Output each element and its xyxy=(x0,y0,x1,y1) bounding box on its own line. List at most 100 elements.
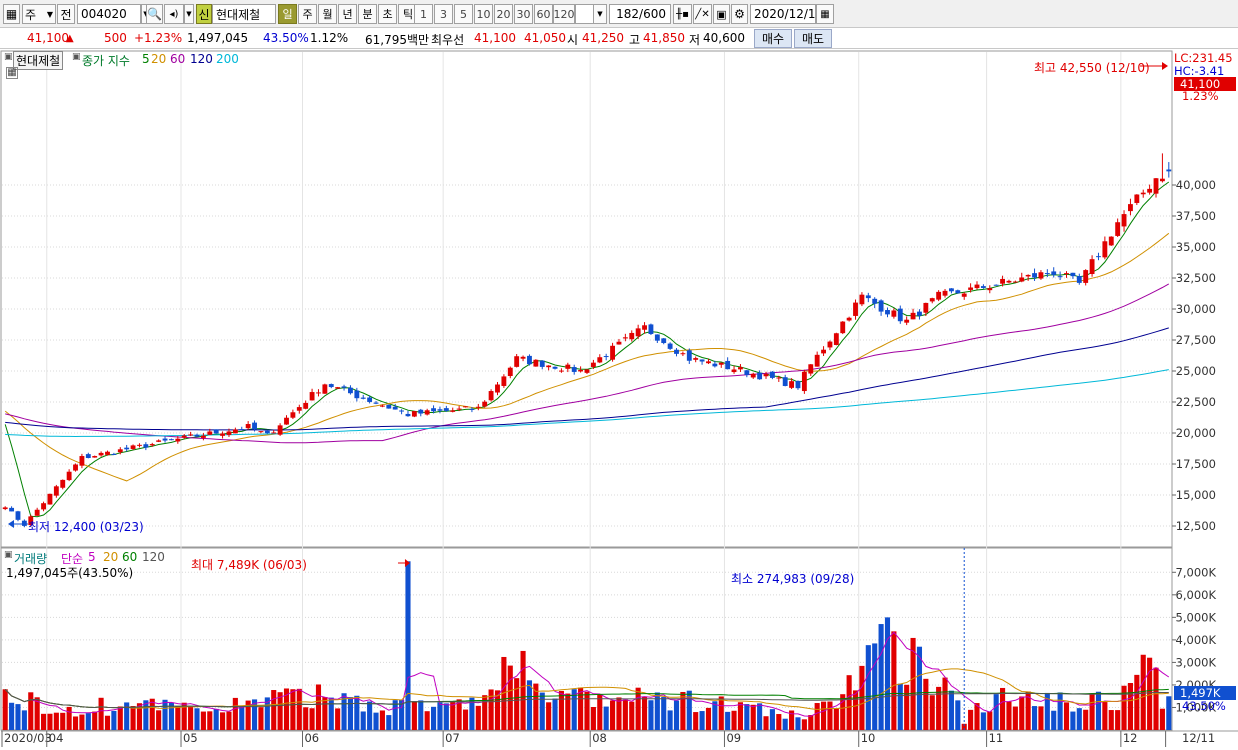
code-input[interactable]: 004020 xyxy=(77,4,141,24)
volume-bar xyxy=(916,646,923,730)
period-second[interactable]: 초 xyxy=(378,4,397,24)
date-field[interactable]: 2020/12/11 xyxy=(750,4,823,24)
candle-body xyxy=(239,429,245,431)
volume-bar xyxy=(552,698,558,730)
minute-10[interactable]: 10 xyxy=(474,4,493,24)
volume-tick-label: 3,000K xyxy=(1176,655,1217,669)
draw-tool-icon[interactable]: ╱✕ xyxy=(693,4,712,24)
candle-body xyxy=(629,332,635,340)
x-tick-label: 09 xyxy=(726,731,741,745)
x-tick-label: 11 xyxy=(989,731,1004,745)
volume-bar xyxy=(1147,657,1153,730)
volume-bar xyxy=(405,561,411,730)
speaker-dropdown[interactable]: ▼ xyxy=(184,4,194,24)
volume-max-annotation: 최대 7,489K (06/03) xyxy=(191,558,307,572)
low-arrow-head xyxy=(8,520,14,528)
volume-bar xyxy=(283,688,290,730)
candle-body xyxy=(539,360,545,367)
buy-button[interactable]: 매수 xyxy=(754,29,792,48)
candle-body xyxy=(885,310,890,315)
price-volume-chart[interactable]: 40,000 37,500 35,000 32,500 30,000 27,500 25,0… xyxy=(0,50,1238,747)
candle-body xyxy=(360,397,366,399)
volume-bar xyxy=(34,697,40,730)
search-icon[interactable]: 🔍 xyxy=(146,4,163,24)
volume-bar xyxy=(1019,696,1025,730)
volume-bar xyxy=(514,678,520,730)
save-icon[interactable]: ▣ xyxy=(713,4,730,24)
volume-bar xyxy=(1044,692,1050,730)
candle-body xyxy=(277,425,283,435)
candle-body xyxy=(226,431,232,435)
stock-name-field[interactable]: 현대제철 xyxy=(212,4,276,24)
market-select[interactable]: 주 ▼ xyxy=(22,4,56,24)
sell-button[interactable]: 매도 xyxy=(794,29,832,48)
volume-bar xyxy=(360,711,366,730)
gear-icon[interactable]: ⚙ xyxy=(731,4,748,24)
high-label: 고 xyxy=(629,33,641,47)
minute-60[interactable]: 60 xyxy=(534,4,553,24)
volume-bar xyxy=(929,695,935,730)
candle-body xyxy=(1076,276,1082,283)
panel-box-icon[interactable]: ▣ xyxy=(4,52,13,62)
prev-button[interactable]: 전 xyxy=(57,4,75,24)
volume-bar xyxy=(469,697,475,730)
volume-bar xyxy=(635,687,641,730)
grid-toggle-icon[interactable]: ▦ xyxy=(6,67,18,79)
volume-bar xyxy=(808,715,814,730)
volume-bar xyxy=(616,697,622,730)
candle-type-icon[interactable]: ╫▪ xyxy=(673,4,692,24)
candle-body xyxy=(411,411,417,417)
minute-120[interactable]: 120 xyxy=(553,4,575,24)
period-minute[interactable]: 분 xyxy=(358,4,377,24)
period-month[interactable]: 월 xyxy=(318,4,337,24)
custom-period-dropdown[interactable]: ▼ xyxy=(593,4,607,24)
chart-area[interactable]: 40,000 37,500 35,000 32,500 30,000 27,500 25,0… xyxy=(0,50,1238,747)
minute-3[interactable]: 3 xyxy=(434,4,453,24)
candle-body xyxy=(117,449,123,453)
price-tick-label: 20,000 xyxy=(1176,426,1216,440)
period-year[interactable]: 년 xyxy=(338,4,357,24)
quote-amount: 61,795백만 xyxy=(365,33,430,47)
candle-body xyxy=(399,410,405,412)
candle-body xyxy=(303,402,309,409)
candle-body xyxy=(1000,278,1006,284)
volume-bar xyxy=(910,637,916,730)
count-field[interactable]: 182/600 xyxy=(609,4,671,24)
volume-bar xyxy=(961,723,967,730)
candle-body xyxy=(137,444,142,446)
minute-5[interactable]: 5 xyxy=(454,4,473,24)
volume-bar xyxy=(1121,685,1127,730)
candle-body xyxy=(175,438,181,442)
best-label: 최우선 xyxy=(431,33,465,47)
volume-bar xyxy=(104,715,111,730)
candle-body xyxy=(757,372,763,380)
minute-20[interactable]: 20 xyxy=(494,4,513,24)
layout-icon[interactable]: ▦ xyxy=(3,4,20,24)
quote-volume: 1,497,045 xyxy=(187,31,249,45)
candle-body xyxy=(731,369,737,373)
minute-30[interactable]: 30 xyxy=(514,4,533,24)
volume-bar xyxy=(494,690,501,730)
quote-price: 41,100 xyxy=(27,31,69,45)
candle-body xyxy=(661,338,667,344)
candle-body xyxy=(392,406,398,410)
period-week[interactable]: 주 xyxy=(298,4,317,24)
candle-body xyxy=(744,370,750,375)
candle-body xyxy=(961,293,967,297)
volume-bar xyxy=(1166,696,1172,730)
candle-body xyxy=(948,288,954,292)
speaker-icon[interactable]: ◂) xyxy=(164,4,184,24)
volume-bar xyxy=(565,693,571,730)
volume-bar xyxy=(213,708,219,730)
volume-bar xyxy=(315,684,322,730)
volume-bar xyxy=(379,710,385,730)
minute-1[interactable]: 1 xyxy=(414,4,433,24)
x-tick-label: 05 xyxy=(183,731,198,745)
volume-bar xyxy=(821,701,827,730)
period-day[interactable]: 일 xyxy=(278,4,297,24)
volume-bar xyxy=(872,643,878,730)
candle-body xyxy=(34,509,40,516)
volume-bar xyxy=(149,698,155,730)
panel-tab[interactable]: 현대제철 xyxy=(13,51,64,70)
calendar-icon[interactable]: ▦ xyxy=(816,4,834,24)
